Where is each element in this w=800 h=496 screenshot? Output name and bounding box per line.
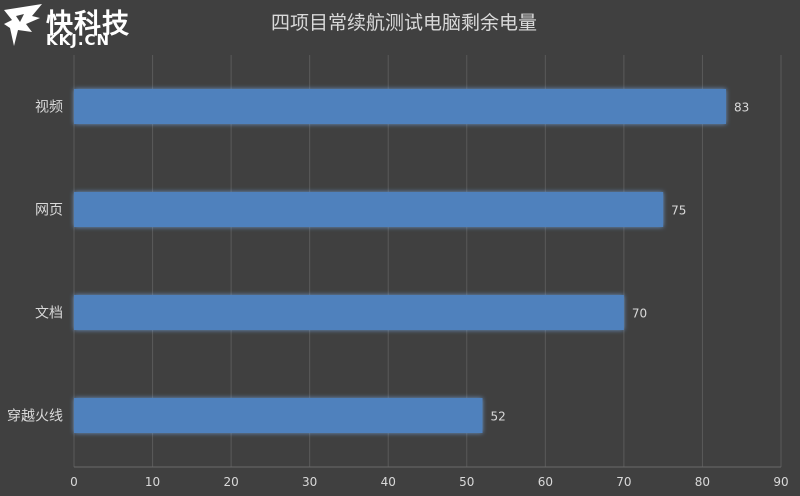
x-tick-label: 70 xyxy=(616,475,631,489)
bar xyxy=(74,192,664,227)
data-labels: 83 75 70 52 xyxy=(490,101,749,424)
data-label: 75 xyxy=(671,204,686,218)
x-tick-label: 10 xyxy=(145,475,160,489)
bar xyxy=(74,398,483,433)
chart-title: 四项目常续航测试电脑剩余电量 xyxy=(271,12,537,34)
bird-logo-icon xyxy=(4,4,42,46)
logo-name-en: KKJ.CN xyxy=(46,31,111,49)
bars xyxy=(74,89,727,433)
category-label: 穿越火线 xyxy=(7,409,63,425)
x-tick-label: 20 xyxy=(223,475,238,489)
x-tick-label: 80 xyxy=(695,475,710,489)
bar xyxy=(74,89,727,124)
x-tick-label: 0 xyxy=(70,475,78,489)
bar xyxy=(74,295,624,330)
category-label: 视频 xyxy=(35,100,63,116)
data-label: 83 xyxy=(734,101,749,115)
x-axis-ticks: 0 10 20 30 40 50 60 70 80 90 xyxy=(70,475,788,489)
x-tick-label: 30 xyxy=(302,475,317,489)
x-tick-label: 50 xyxy=(459,475,474,489)
x-tick-label: 40 xyxy=(381,475,396,489)
category-label: 文档 xyxy=(35,306,63,322)
watermark-logo: 快科技 KKJ.CN xyxy=(2,0,142,52)
x-tick-label: 60 xyxy=(538,475,553,489)
category-label: 网页 xyxy=(35,203,63,219)
x-tick-label: 90 xyxy=(773,475,788,489)
data-label: 70 xyxy=(632,307,647,321)
logo-name-cn: 快科技 xyxy=(46,9,130,40)
data-label: 52 xyxy=(490,410,505,424)
